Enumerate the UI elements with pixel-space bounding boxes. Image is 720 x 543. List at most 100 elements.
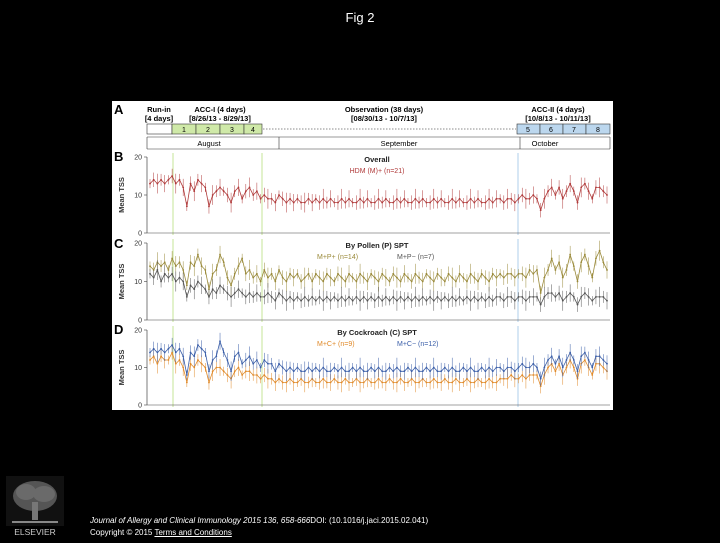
data-point <box>414 381 417 384</box>
data-point <box>248 355 251 358</box>
data-point <box>502 201 505 204</box>
data-point <box>351 299 354 302</box>
data-point <box>211 272 214 275</box>
data-point <box>211 370 214 373</box>
panel-label-d: D <box>114 322 123 337</box>
data-point <box>539 377 542 380</box>
data-point <box>502 276 505 279</box>
timeline-acc2-detail: [10/8/13 - 10/11/13] <box>525 114 591 123</box>
data-point <box>167 347 170 350</box>
data-point <box>174 280 177 283</box>
data-point <box>466 280 468 283</box>
data-point <box>513 201 516 204</box>
data-point <box>517 366 520 369</box>
data-point <box>348 381 350 384</box>
data-point <box>255 359 258 361</box>
data-point <box>156 182 159 185</box>
data-point <box>554 362 557 365</box>
data-point <box>606 362 608 365</box>
data-point <box>539 292 542 294</box>
data-point <box>160 265 162 267</box>
data-point <box>392 272 395 275</box>
data-point <box>381 299 384 302</box>
data-point <box>355 201 358 204</box>
data-point <box>528 197 531 200</box>
data-point <box>521 362 524 365</box>
data-point <box>289 272 291 275</box>
data-point <box>595 355 597 358</box>
data-point <box>587 190 590 193</box>
terms-link[interactable]: Terms and Conditions <box>154 528 232 537</box>
data-point <box>451 276 454 279</box>
data-point <box>252 296 255 298</box>
data-point <box>237 366 240 369</box>
data-point <box>185 284 188 287</box>
data-point <box>443 280 446 283</box>
data-point <box>303 201 306 204</box>
data-point <box>572 296 575 298</box>
data-point <box>473 296 476 298</box>
data-point <box>547 359 549 361</box>
data-point <box>583 253 586 256</box>
data-point <box>189 284 192 287</box>
data-point <box>351 381 354 384</box>
data-point <box>370 296 373 298</box>
data-point <box>149 265 151 267</box>
data-point <box>576 201 579 204</box>
acc1-day-label: 1 <box>182 127 186 134</box>
acc2-day-label: 8 <box>596 127 600 134</box>
data-point <box>432 366 435 369</box>
data-point <box>454 299 457 302</box>
data-point <box>270 377 273 380</box>
data-point <box>543 366 546 369</box>
timeline-observation-detail: [08/30/13 - 10/7/13] <box>351 114 417 123</box>
data-point <box>182 355 185 358</box>
data-point <box>491 381 494 384</box>
data-point <box>377 377 380 380</box>
data-point <box>296 366 299 369</box>
data-point <box>152 276 155 279</box>
data-point <box>193 190 196 193</box>
data-point <box>466 377 468 380</box>
data-point <box>178 178 181 181</box>
data-point <box>477 370 479 373</box>
data-point <box>167 359 170 361</box>
figure-title: Fig 2 <box>345 10 375 25</box>
series-m+p <box>149 259 608 312</box>
data-point <box>222 261 225 264</box>
data-point <box>211 288 214 291</box>
data-point <box>418 299 420 302</box>
data-point <box>410 299 413 302</box>
data-point <box>606 269 608 271</box>
data-point <box>480 381 483 384</box>
data-point <box>399 201 402 204</box>
data-point <box>595 362 597 365</box>
data-point <box>311 201 314 204</box>
legend-entry: HDM (M)+ (n=21) <box>350 168 405 175</box>
timeline-runin-name: Run-in <box>147 105 171 114</box>
data-point <box>259 197 262 200</box>
data-point <box>344 280 347 283</box>
timeline-panel: A Run-in [4 days] ACC-I (4 days) [8/26/1… <box>114 102 611 150</box>
data-point <box>185 374 188 376</box>
data-point <box>381 272 384 275</box>
data-point <box>576 303 579 306</box>
data-point <box>532 194 535 196</box>
data-point <box>399 377 402 380</box>
data-point <box>436 296 439 298</box>
data-point <box>377 197 380 200</box>
data-point <box>462 299 465 302</box>
data-point <box>407 381 409 384</box>
data-point <box>278 362 280 365</box>
data-point <box>462 201 465 204</box>
data-point <box>303 381 306 384</box>
data-point <box>436 370 439 373</box>
data-point <box>550 257 553 260</box>
data-point <box>525 377 527 380</box>
data-point <box>569 182 572 185</box>
data-point <box>407 201 409 204</box>
data-point <box>536 269 538 271</box>
data-point <box>598 186 601 189</box>
data-point <box>263 194 266 196</box>
acc2-day-box <box>585 123 611 135</box>
